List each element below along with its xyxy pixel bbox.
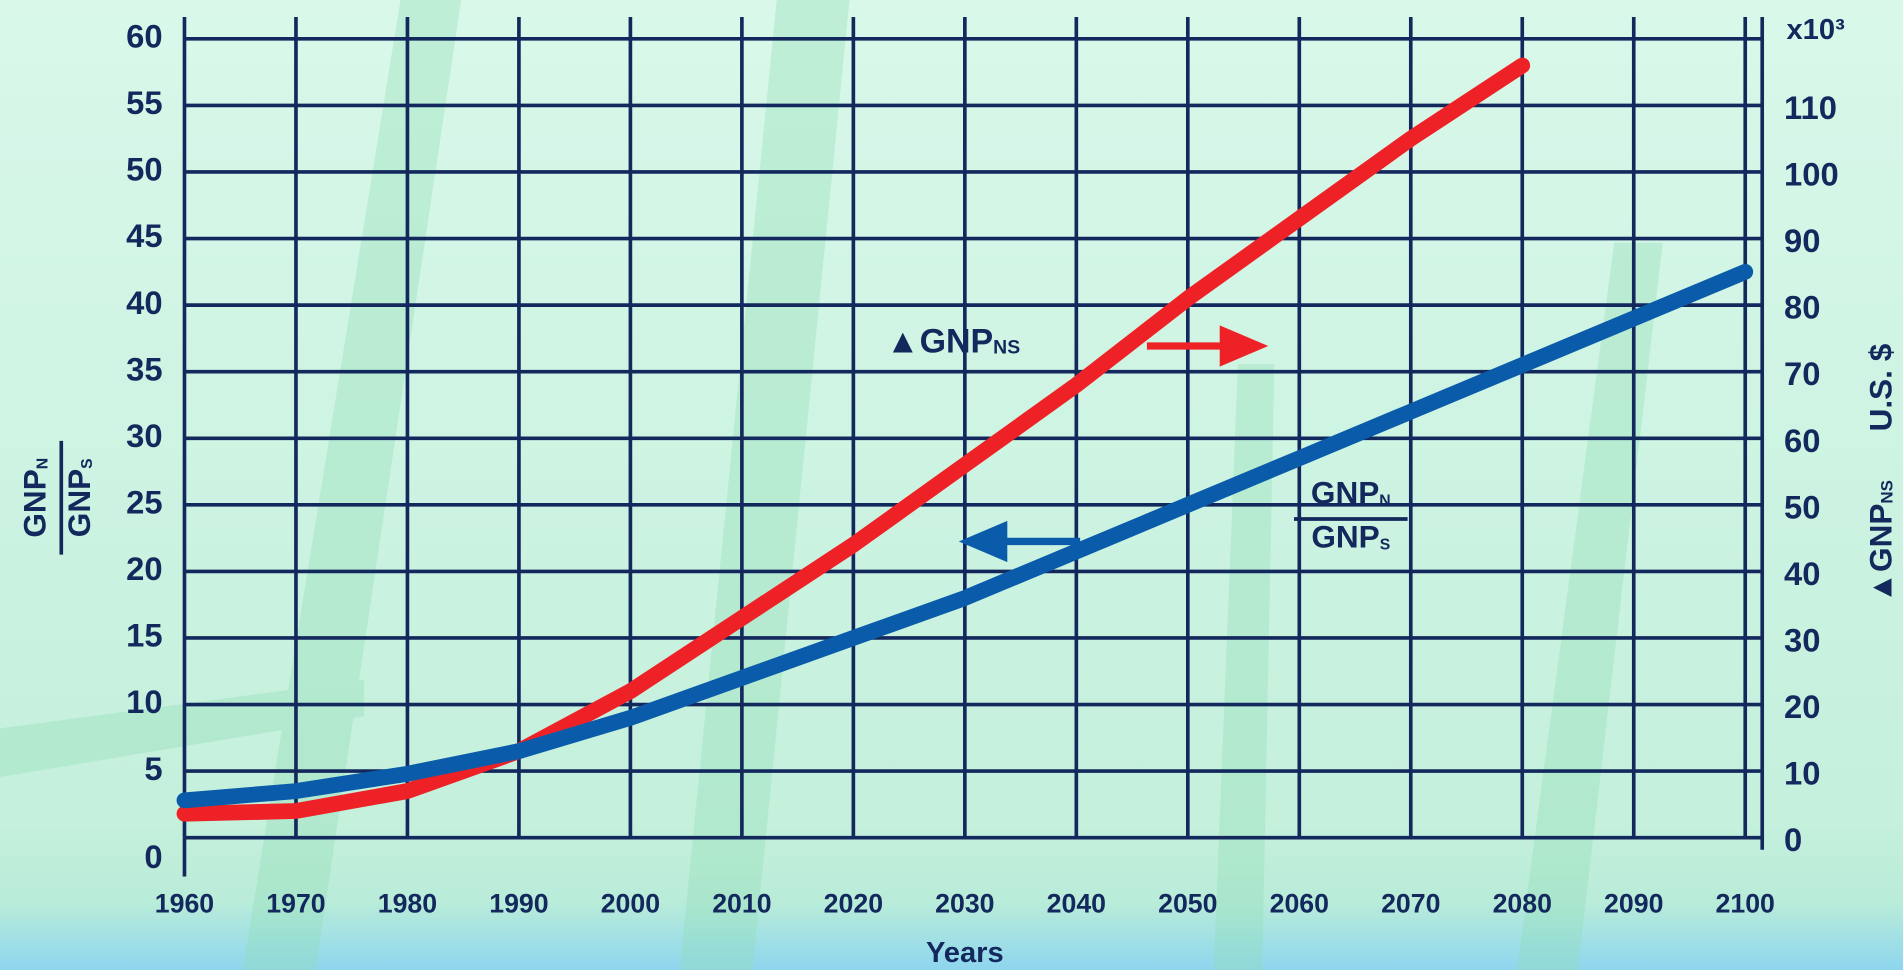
y-tick-label: 15: [126, 617, 162, 654]
arrow-head: [1219, 325, 1269, 367]
subscript: NS: [993, 337, 1020, 359]
x-tick-label: 1960: [155, 889, 214, 919]
subscript: NS: [1878, 480, 1897, 504]
y2-tick-label: 10: [1784, 755, 1820, 792]
y-tick-label: 60: [126, 18, 162, 55]
y2-tick-label: 30: [1784, 621, 1820, 658]
y2-axis-label-text: ▲GNPNS U.S. $: [1863, 343, 1899, 603]
fraction-denominator: GNPS: [61, 458, 97, 537]
y2-tick-label: 60: [1784, 422, 1820, 459]
y-tick-label: 30: [126, 417, 162, 454]
x-tick-label: 1970: [266, 889, 325, 919]
y2-multiplier: x10³: [1786, 14, 1845, 46]
x-axis-label: Years: [926, 937, 1004, 969]
x-tick-label: 2100: [1716, 889, 1775, 919]
text-part: ▲GNP: [1863, 504, 1899, 604]
annotation: ▲GNPNS: [886, 323, 1020, 361]
x-tick-label: 2030: [935, 889, 994, 919]
y-tick-label: 25: [126, 483, 162, 520]
x-tick-label: 2040: [1047, 889, 1106, 919]
fraction-numerator: GNPN: [17, 458, 53, 538]
x-tick-label: 2050: [1158, 889, 1217, 919]
x-tick-label: 2060: [1270, 889, 1329, 919]
fraction-numerator: GNPN: [1311, 475, 1391, 511]
y-tick-label: 5: [144, 750, 162, 787]
subscript: N: [35, 458, 52, 469]
y2-tick-label: 20: [1784, 688, 1820, 725]
x-tick-label: 2070: [1381, 889, 1440, 919]
text-part: GNP: [1311, 475, 1379, 511]
text-part: GNP: [1311, 519, 1379, 555]
y-tick-label: 20: [126, 550, 162, 587]
y2-tick-label: 50: [1784, 488, 1820, 525]
fraction-denominator: GNPS: [1311, 519, 1390, 555]
y2-tick-label: 100: [1784, 155, 1839, 192]
y-tick-label: 55: [126, 84, 162, 121]
x-tick-label: 2010: [712, 889, 771, 919]
text-part: U.S. $: [1863, 343, 1899, 431]
series-line: [176, 263, 1754, 809]
text-part: ▲GNP: [886, 323, 993, 361]
y-tick-label: 40: [126, 284, 162, 321]
text-part: GNP: [61, 469, 97, 537]
y2-axis-label: ▲GNPNS U.S. $: [1863, 343, 1899, 603]
y2-tick-label: 90: [1784, 222, 1820, 259]
y2-tick-label: 110: [1784, 89, 1837, 126]
subscript: S: [1380, 537, 1391, 554]
series-line: [176, 57, 1531, 822]
y-tick-label: 35: [126, 350, 162, 387]
y-tick-label: 10: [126, 683, 162, 720]
x-tick-label: 2020: [824, 889, 883, 919]
subscript: N: [1379, 493, 1390, 510]
y2-tick-label: 80: [1784, 289, 1820, 326]
y-tick-label: 45: [126, 217, 162, 254]
subscript: S: [79, 458, 96, 469]
x-tick-label: 2080: [1493, 889, 1552, 919]
x-tick-label: 2090: [1604, 889, 1663, 919]
y2-tick-label: 0: [1784, 821, 1802, 858]
x-tick-label: 1980: [378, 889, 437, 919]
y2-tick-label: 40: [1784, 555, 1820, 592]
arrow-head: [958, 520, 1008, 563]
x-tick-label: 2000: [601, 889, 660, 919]
x-tick-label: 1990: [489, 889, 548, 919]
y-tick-label: 0: [144, 838, 162, 875]
y2-tick-label: 70: [1784, 355, 1820, 392]
y-tick-label: 50: [126, 151, 162, 188]
text-part: GNP: [17, 469, 53, 537]
